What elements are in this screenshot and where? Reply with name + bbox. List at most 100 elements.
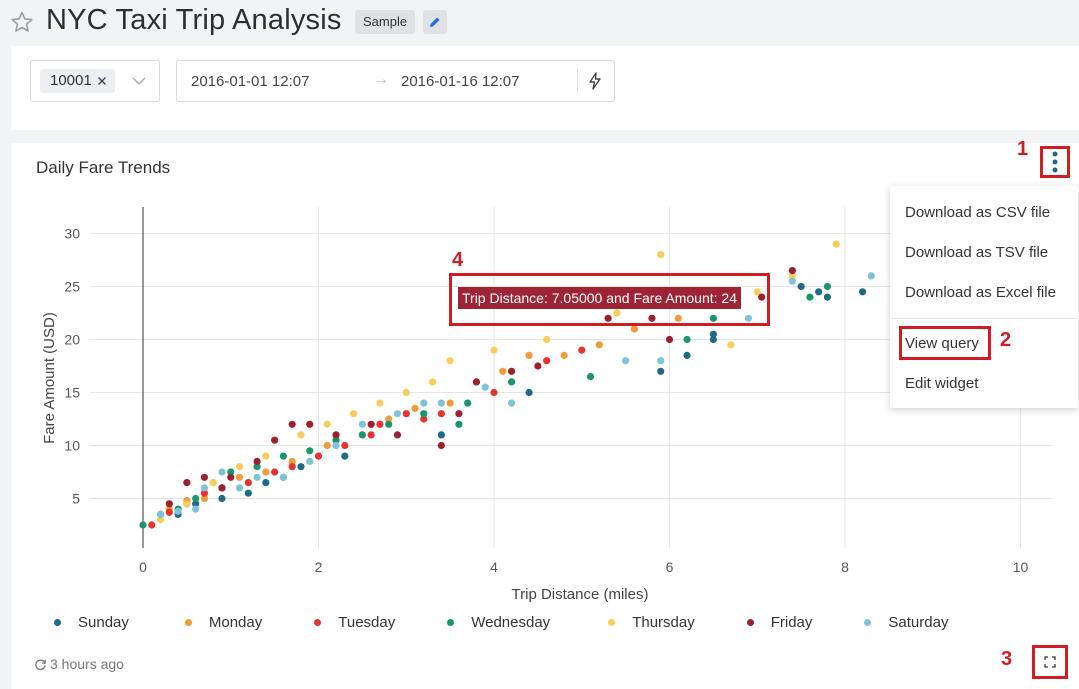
- data-point-thursday[interactable]: [753, 288, 761, 296]
- data-point-monday[interactable]: [385, 415, 393, 423]
- data-point-thursday[interactable]: [235, 463, 244, 471]
- data-point-thursday[interactable]: [350, 410, 358, 418]
- data-point-thursday[interactable]: [428, 378, 437, 386]
- data-point-tuesday[interactable]: [376, 420, 384, 428]
- widget-menu-button[interactable]: [1040, 146, 1070, 178]
- data-point-saturday[interactable]: [218, 468, 226, 476]
- data-point-friday[interactable]: [788, 267, 796, 275]
- chevron-down-icon[interactable]: [131, 74, 147, 88]
- data-point-tuesday[interactable]: [341, 441, 349, 450]
- data-point-saturday[interactable]: [481, 383, 489, 391]
- data-point-saturday[interactable]: [156, 510, 165, 518]
- data-point-saturday[interactable]: [332, 441, 340, 450]
- data-point-saturday[interactable]: [192, 505, 200, 513]
- data-point-saturday[interactable]: [788, 277, 796, 285]
- data-point-tuesday[interactable]: [271, 468, 279, 476]
- data-point-saturday[interactable]: [235, 484, 244, 492]
- data-point-sunday[interactable]: [525, 388, 533, 397]
- data-point-thursday[interactable]: [788, 272, 796, 280]
- data-point-friday[interactable]: [271, 436, 279, 444]
- data-point-wednesday[interactable]: [823, 282, 832, 291]
- data-point-friday[interactable]: [200, 473, 209, 481]
- data-point-monday[interactable]: [499, 367, 507, 375]
- menu-edit-widget[interactable]: Edit widget: [905, 375, 979, 392]
- legend-item-saturday[interactable]: Saturday: [864, 614, 948, 631]
- zip-code-select[interactable]: 10001: [30, 60, 160, 102]
- data-point-thursday[interactable]: [832, 240, 840, 248]
- data-point-monday[interactable]: [288, 457, 296, 465]
- data-point-sunday[interactable]: [823, 293, 832, 301]
- data-point-sunday[interactable]: [192, 500, 200, 508]
- data-point-tuesday[interactable]: [288, 463, 296, 471]
- data-point-friday[interactable]: [367, 420, 375, 428]
- data-point-tuesday[interactable]: [244, 479, 252, 487]
- menu-download-tsv[interactable]: Download as TSV file: [905, 244, 1049, 261]
- data-point-friday[interactable]: [604, 314, 612, 322]
- data-point-friday[interactable]: [332, 431, 340, 439]
- data-point-monday[interactable]: [446, 399, 454, 407]
- data-point-thursday[interactable]: [543, 335, 551, 344]
- data-point-friday[interactable]: [165, 500, 173, 508]
- data-point-saturday[interactable]: [393, 410, 402, 418]
- menu-download-excel[interactable]: Download as Excel file: [905, 284, 1056, 301]
- close-icon[interactable]: [97, 76, 107, 86]
- data-point-sunday[interactable]: [297, 463, 305, 471]
- data-point-friday[interactable]: [648, 314, 656, 322]
- data-point-tuesday[interactable]: [165, 508, 173, 516]
- data-point-wednesday[interactable]: [455, 420, 463, 428]
- data-point-wednesday[interactable]: [279, 452, 287, 460]
- data-point-sunday[interactable]: [244, 489, 252, 497]
- data-point-thursday[interactable]: [446, 357, 454, 365]
- data-point-friday[interactable]: [437, 441, 445, 450]
- data-point-saturday[interactable]: [507, 399, 516, 407]
- data-point-wednesday[interactable]: [709, 314, 717, 322]
- data-point-friday[interactable]: [455, 410, 463, 418]
- data-point-saturday[interactable]: [253, 473, 261, 481]
- data-point-monday[interactable]: [235, 473, 244, 481]
- data-point-sunday[interactable]: [815, 288, 823, 296]
- refresh-status[interactable]: 3 hours ago: [34, 656, 124, 672]
- data-point-friday[interactable]: [288, 420, 296, 428]
- data-point-tuesday[interactable]: [543, 357, 551, 365]
- data-point-friday[interactable]: [472, 378, 481, 386]
- data-point-thursday[interactable]: [262, 452, 270, 460]
- data-point-thursday[interactable]: [657, 251, 665, 259]
- data-point-thursday[interactable]: [490, 346, 498, 354]
- data-point-thursday[interactable]: [156, 516, 165, 524]
- legend-item-thursday[interactable]: Thursday: [608, 614, 695, 631]
- data-point-thursday[interactable]: [402, 388, 410, 397]
- data-point-saturday[interactable]: [657, 357, 665, 365]
- menu-download-csv[interactable]: Download as CSV file: [905, 204, 1051, 221]
- data-point-monday[interactable]: [262, 468, 270, 476]
- data-point-thursday[interactable]: [613, 309, 621, 317]
- legend-item-sunday[interactable]: Sunday: [54, 614, 129, 631]
- data-point-tuesday[interactable]: [314, 452, 323, 460]
- data-point-monday[interactable]: [323, 441, 331, 450]
- legend-item-wednesday[interactable]: Wednesday: [447, 614, 550, 631]
- data-point-monday[interactable]: [525, 351, 533, 359]
- data-point-sunday[interactable]: [437, 431, 445, 439]
- data-point-saturday[interactable]: [279, 473, 287, 481]
- date-start[interactable]: 2016-01-01 12:07: [191, 73, 310, 90]
- data-point-tuesday[interactable]: [437, 410, 445, 418]
- data-point-friday[interactable]: [507, 367, 516, 375]
- data-point-saturday[interactable]: [306, 457, 314, 465]
- data-point-friday[interactable]: [534, 362, 542, 370]
- data-point-thursday[interactable]: [323, 420, 331, 428]
- star-icon[interactable]: [10, 10, 34, 34]
- data-point-wednesday[interactable]: [464, 399, 472, 407]
- data-point-friday[interactable]: [253, 457, 261, 465]
- data-point-wednesday[interactable]: [507, 378, 516, 386]
- data-point-sunday[interactable]: [709, 330, 717, 338]
- data-point-tuesday[interactable]: [490, 388, 498, 397]
- data-point-wednesday[interactable]: [306, 447, 314, 455]
- data-point-friday[interactable]: [306, 420, 314, 428]
- data-point-thursday[interactable]: [209, 479, 217, 487]
- data-point-saturday[interactable]: [744, 314, 753, 322]
- legend-item-monday[interactable]: Monday: [184, 614, 262, 631]
- data-point-wednesday[interactable]: [332, 436, 340, 444]
- data-point-sunday[interactable]: [657, 367, 665, 375]
- data-point-wednesday[interactable]: [358, 431, 366, 439]
- data-point-monday[interactable]: [674, 314, 682, 322]
- data-point-tuesday[interactable]: [148, 521, 156, 529]
